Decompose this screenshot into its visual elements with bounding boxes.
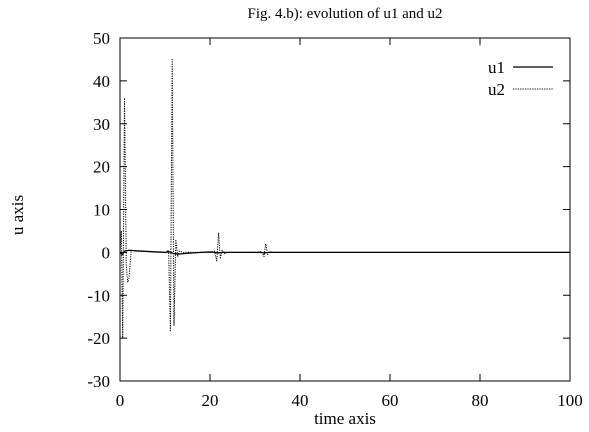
y-tick-label: -20 — [87, 329, 110, 348]
y-tick-label: 30 — [93, 115, 110, 134]
x-tick-label: 80 — [472, 391, 489, 410]
x-axis-label: time axis — [314, 409, 376, 428]
plot-area: -30 -20 -10 0 10 20 30 40 50 0 20 40 60 80 100 — [87, 29, 582, 410]
legend-label-u1: u1 — [488, 58, 505, 77]
x-tick-label: 20 — [202, 391, 219, 410]
y-tick-label: 0 — [102, 243, 111, 262]
y-axis-label: u axis — [8, 195, 27, 235]
y-tick-label: 10 — [93, 201, 110, 220]
legend-label-u2: u2 — [488, 80, 505, 99]
x-tick-label: 40 — [292, 391, 309, 410]
chart-title: Fig. 4.b): evolution of u1 and u2 — [248, 6, 443, 22]
x-tick-label: 0 — [116, 391, 125, 410]
x-tick-label: 60 — [382, 391, 399, 410]
y-tick-label: 50 — [93, 29, 110, 48]
y-tick-label: 20 — [93, 158, 110, 177]
x-tick-label: 100 — [557, 391, 583, 410]
y-tick-label: 40 — [93, 72, 110, 91]
y-tick-label: -10 — [87, 286, 110, 305]
y-tick-label: -30 — [87, 372, 110, 391]
series-line-u2 — [120, 58, 570, 339]
